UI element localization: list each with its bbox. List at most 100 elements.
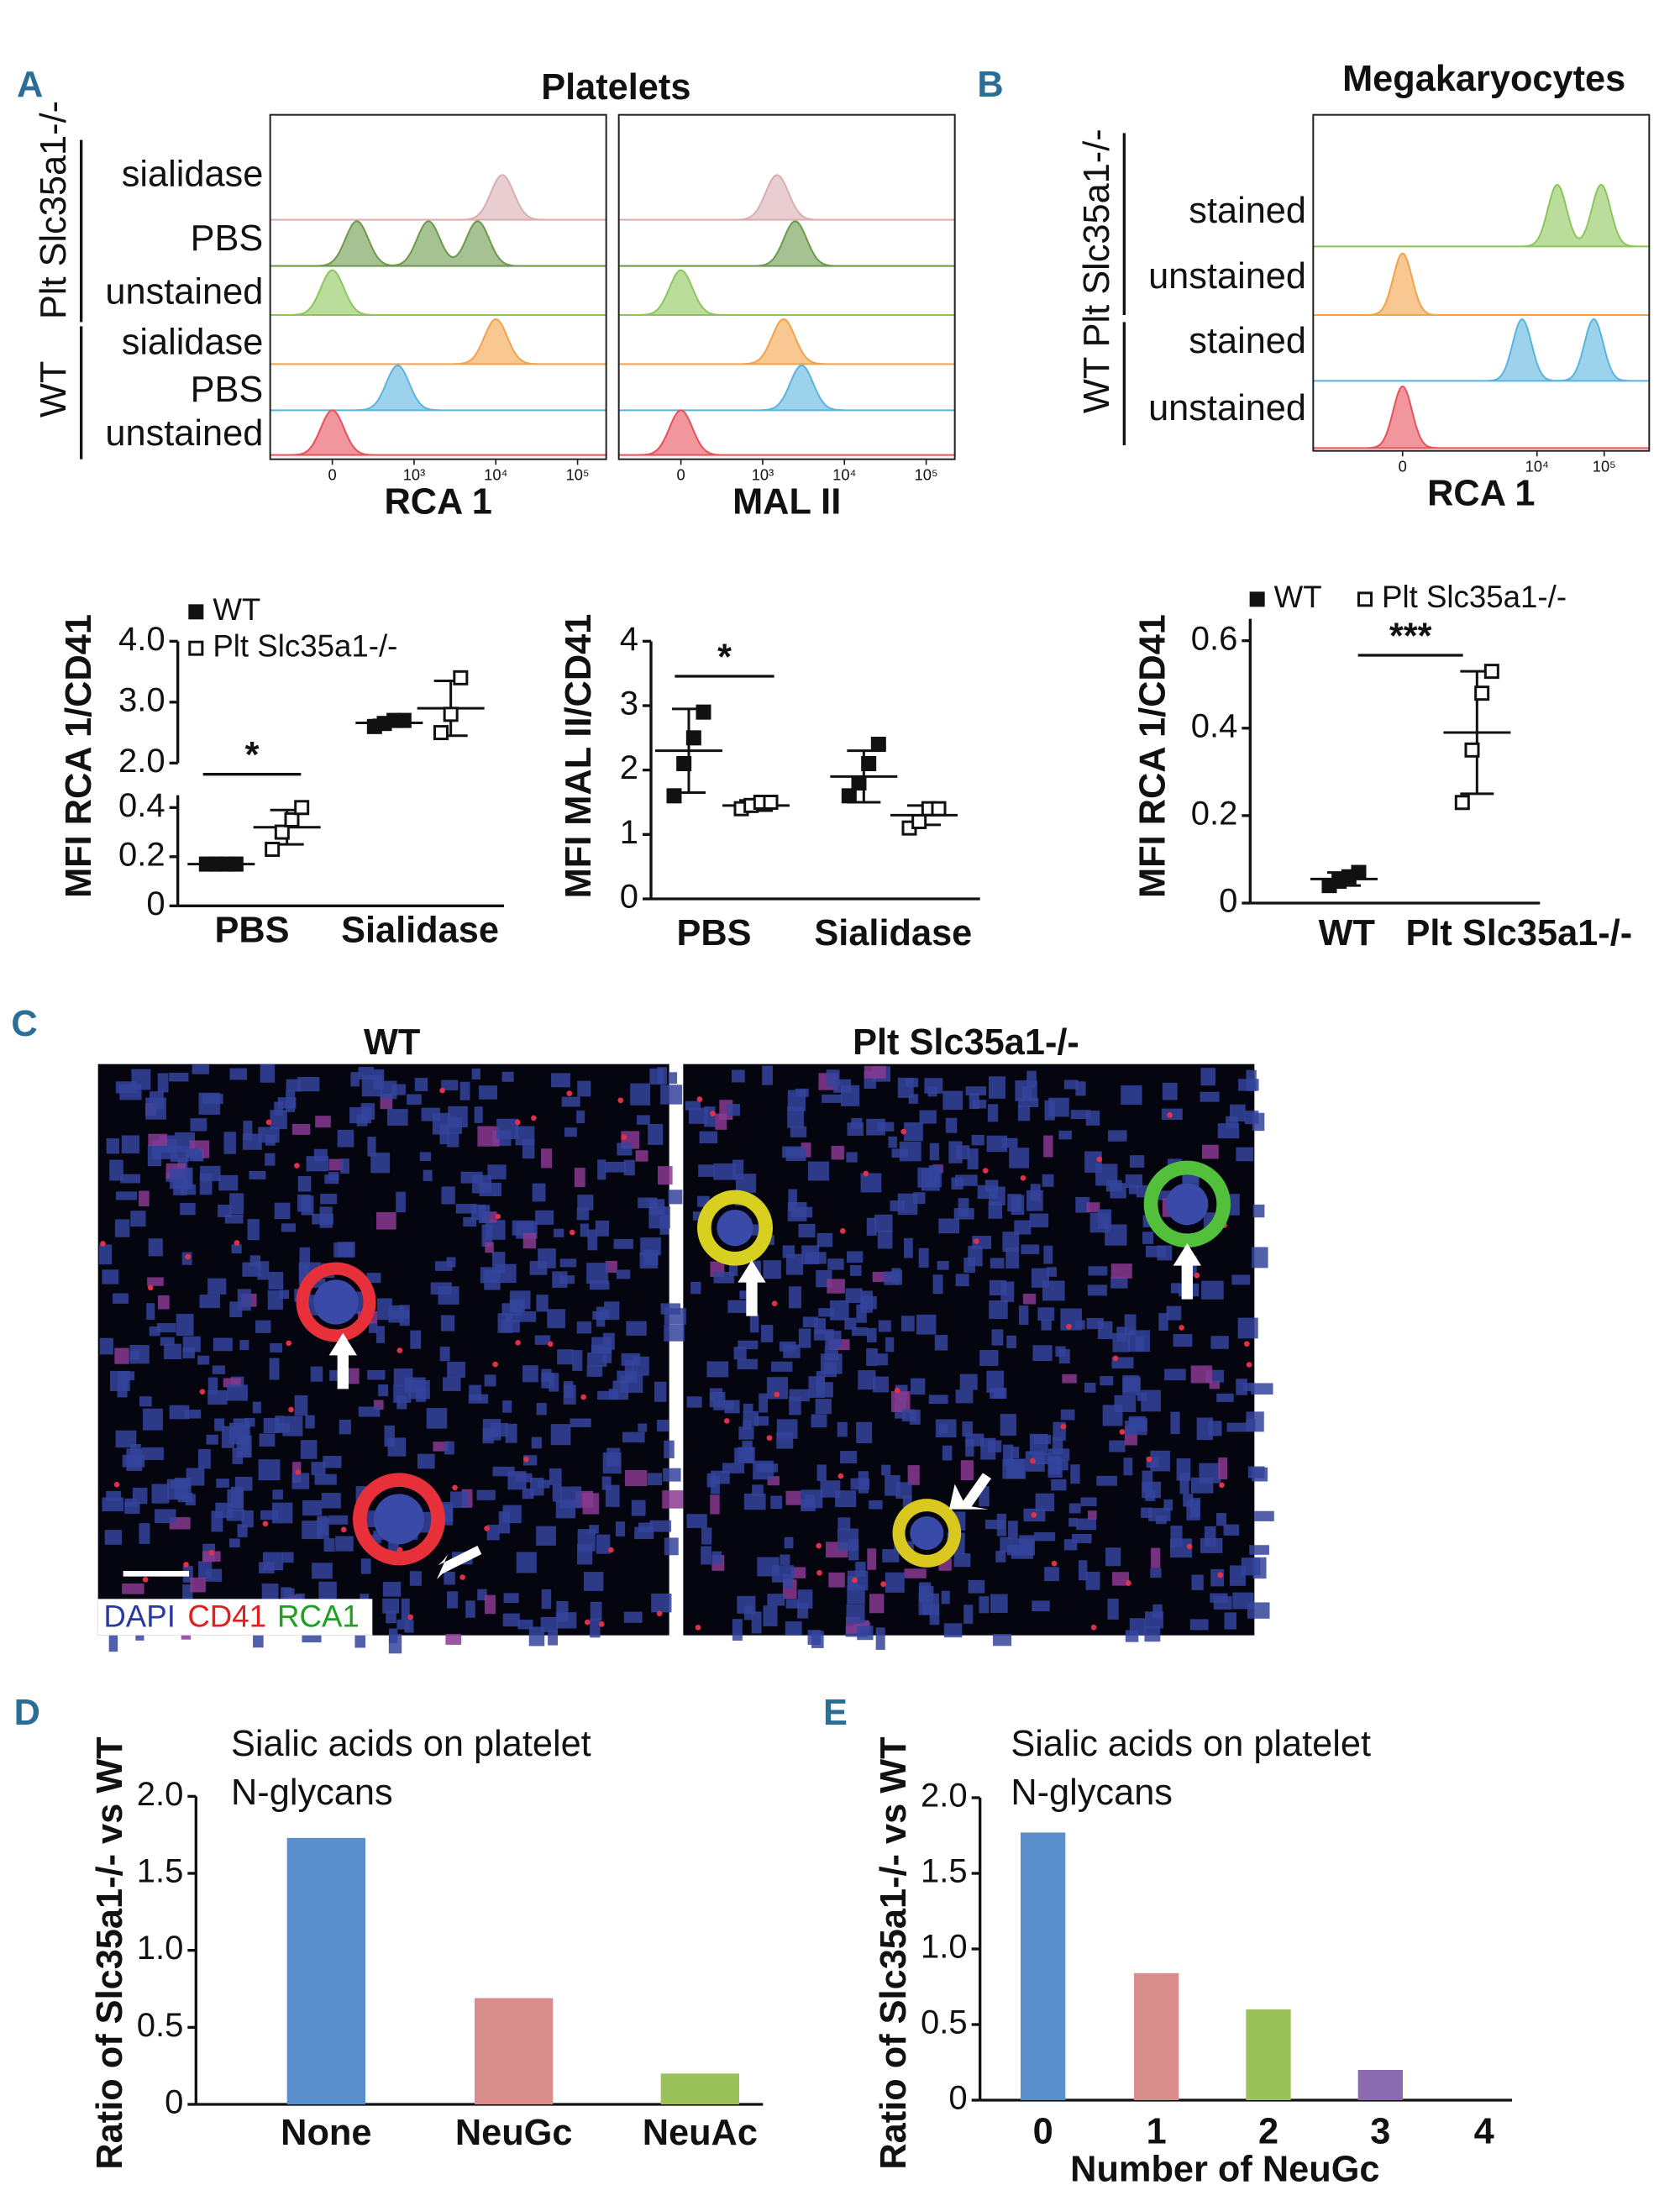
blob xyxy=(184,1409,202,1419)
blob xyxy=(262,1552,284,1571)
blob xyxy=(1247,1466,1265,1479)
bar xyxy=(1134,1972,1179,2100)
blob xyxy=(816,1382,833,1398)
blob xyxy=(340,1158,349,1174)
blob xyxy=(216,1479,229,1488)
blob xyxy=(350,1072,360,1087)
blob xyxy=(634,1526,654,1540)
blob xyxy=(116,1191,138,1200)
blob xyxy=(1122,1377,1141,1395)
blob xyxy=(1142,1470,1153,1492)
blob xyxy=(831,1145,845,1160)
blob xyxy=(816,1371,826,1391)
legend-entry: Plt Slc35a1-/- xyxy=(1382,580,1567,614)
row-label: stained xyxy=(1189,321,1306,361)
panel-label: A xyxy=(17,65,43,105)
bar xyxy=(286,1837,365,2104)
blob xyxy=(771,1361,793,1372)
blob xyxy=(1216,1393,1234,1402)
x-tick-label: Sialidase xyxy=(341,910,499,950)
blob xyxy=(732,1069,745,1083)
y-tick-label: 4 xyxy=(620,621,638,658)
blob xyxy=(1032,1600,1050,1612)
blob xyxy=(985,1520,1005,1530)
dot xyxy=(1194,1272,1200,1279)
blob xyxy=(502,1400,512,1413)
blob xyxy=(605,1161,626,1173)
blob xyxy=(990,1594,1008,1613)
blob xyxy=(282,1416,303,1437)
x-tick-label: PBS xyxy=(676,913,751,953)
blob xyxy=(228,1538,240,1548)
blob xyxy=(1014,1220,1032,1235)
blob xyxy=(139,1396,152,1407)
blob xyxy=(958,1198,969,1216)
blob xyxy=(139,1523,150,1544)
blob xyxy=(1088,1266,1108,1276)
blob xyxy=(131,1069,151,1090)
blob xyxy=(1043,1135,1053,1158)
blob xyxy=(1150,1568,1162,1578)
blob xyxy=(387,1109,408,1126)
blob xyxy=(577,1529,596,1552)
blob xyxy=(312,1563,333,1579)
blob xyxy=(589,1280,610,1290)
blob xyxy=(1135,1336,1145,1352)
blob xyxy=(790,1567,806,1578)
blob xyxy=(1254,1510,1274,1521)
blob xyxy=(393,1384,412,1403)
blob xyxy=(1074,1320,1085,1330)
blob xyxy=(447,1591,458,1609)
blob xyxy=(942,1090,963,1111)
blob xyxy=(856,1421,873,1444)
blob xyxy=(541,1589,552,1610)
chart-title: Sialic acids on platelet xyxy=(1011,1724,1371,1764)
blob xyxy=(752,1484,764,1496)
blob xyxy=(207,1278,227,1295)
blob xyxy=(309,1278,326,1289)
blob xyxy=(239,1340,249,1351)
blob xyxy=(701,1546,711,1565)
y-tick-label: 1.0 xyxy=(137,1930,184,1967)
blob xyxy=(233,1418,249,1438)
dot xyxy=(816,1569,822,1576)
blob xyxy=(882,1549,900,1563)
group-label: Plt Slc35a1-/- xyxy=(34,101,74,319)
dot xyxy=(1096,1156,1103,1163)
blob xyxy=(460,1171,483,1184)
blob xyxy=(845,1288,863,1304)
blob xyxy=(780,1554,790,1566)
blob xyxy=(310,1366,323,1382)
blob xyxy=(995,1550,1006,1563)
blob xyxy=(849,1265,862,1276)
blob xyxy=(484,1594,496,1615)
blob xyxy=(139,1190,150,1206)
blob xyxy=(928,1395,948,1405)
blob xyxy=(501,1071,514,1082)
y-tick-label: 0.2 xyxy=(1191,795,1238,832)
blob xyxy=(328,1172,339,1181)
blob xyxy=(1044,1567,1059,1582)
blob xyxy=(221,1426,235,1448)
blob xyxy=(908,1094,918,1104)
blob xyxy=(916,1314,937,1335)
blob xyxy=(114,1219,130,1237)
blob xyxy=(478,1205,491,1224)
blob xyxy=(114,1347,129,1364)
blob xyxy=(360,1558,371,1574)
blob xyxy=(1033,1435,1052,1445)
blob xyxy=(115,1430,137,1448)
blob xyxy=(1070,1464,1080,1484)
blob xyxy=(698,1164,715,1177)
blob xyxy=(559,1486,582,1509)
blob xyxy=(654,1381,667,1402)
y-axis-label: MFI MAL II/CD41 xyxy=(559,614,599,899)
blob xyxy=(639,1252,659,1269)
blob xyxy=(540,1616,558,1632)
point xyxy=(453,670,469,685)
histogram xyxy=(270,220,606,267)
blob xyxy=(321,1493,341,1509)
blob xyxy=(980,1437,996,1460)
blob xyxy=(626,1321,647,1336)
blob xyxy=(712,1400,734,1410)
